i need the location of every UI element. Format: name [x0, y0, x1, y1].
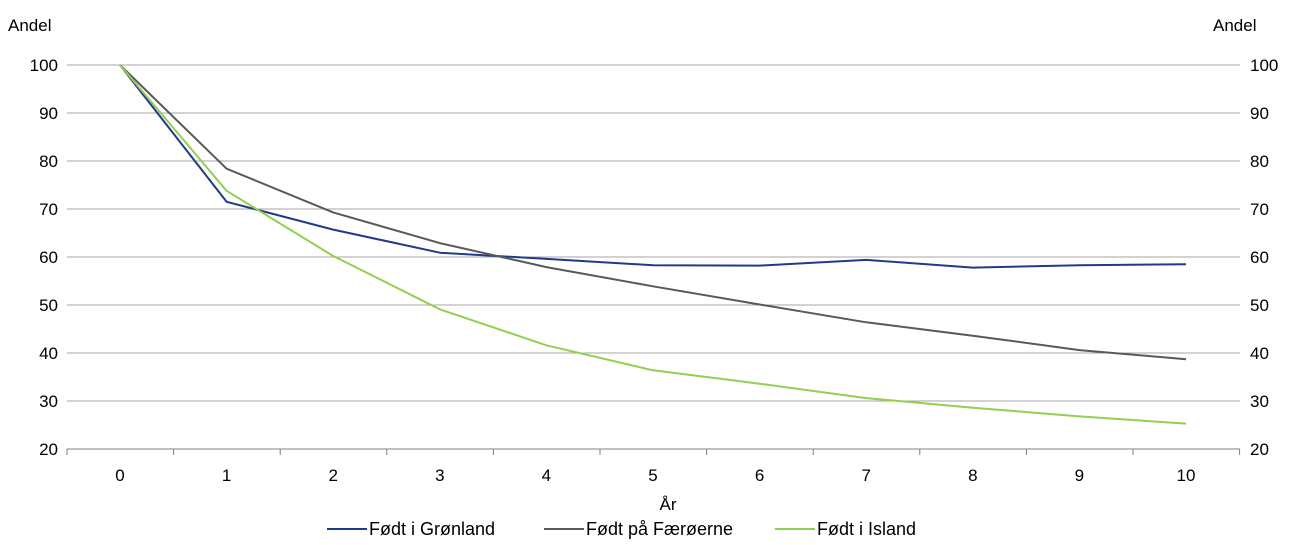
x-tick-label-7: 7: [861, 466, 870, 485]
legend-label-2: Født i Island: [817, 519, 916, 539]
legend: Født i Grønland Født på Færøerne Født i Is…: [327, 519, 916, 539]
x-tick-label-1: 1: [222, 466, 231, 485]
y-tick-label-right-40: 40: [1250, 344, 1269, 363]
y-tick-label-right-20: 20: [1250, 440, 1269, 459]
y-axis-title-right: Andel: [1213, 16, 1256, 35]
y-tick-label-right-90: 90: [1250, 104, 1269, 123]
legend-item-2: Født i Island: [775, 519, 916, 539]
series-line-0: [119, 64, 1187, 269]
y-tick-label-left-40: 40: [39, 344, 58, 363]
x-tick-label-8: 8: [968, 466, 977, 485]
x-tick-label-6: 6: [755, 466, 764, 485]
y-tick-label-right-60: 60: [1250, 248, 1269, 267]
y-tick-label-left-80: 80: [39, 152, 58, 171]
series-line-2: [119, 64, 1187, 425]
x-tick-label-0: 0: [115, 466, 124, 485]
gridlines: [67, 64, 1240, 402]
series-lines: [119, 64, 1187, 425]
y-tick-label-right-50: 50: [1250, 296, 1269, 315]
y-tick-label-left-90: 90: [39, 104, 58, 123]
legend-item-0: Født i Grønland: [327, 519, 495, 539]
x-tick-label-5: 5: [648, 466, 657, 485]
legend-label-1: Født på Færøerne: [586, 519, 733, 539]
x-tick-label-4: 4: [542, 466, 551, 485]
y-tick-label-left-70: 70: [39, 200, 58, 219]
x-axis-title: År: [660, 495, 677, 514]
y-tick-label-right-30: 30: [1250, 392, 1269, 411]
x-tick-label-10: 10: [1177, 466, 1196, 485]
axes: 20 20 30 30 40 40 50 50 60 60 70 70 80 80 90 90 100 100 0 1…: [30, 56, 1279, 485]
y-tick-label-right-70: 70: [1250, 200, 1269, 219]
y-axis-title-left: Andel: [8, 16, 51, 35]
x-tick-label-3: 3: [435, 466, 444, 485]
y-tick-label-left-50: 50: [39, 296, 58, 315]
x-tick-label-9: 9: [1075, 466, 1084, 485]
y-tick-label-left-20: 20: [39, 440, 58, 459]
y-tick-label-left-30: 30: [39, 392, 58, 411]
series-line-1: [119, 64, 1187, 361]
y-tick-label-right-80: 80: [1250, 152, 1269, 171]
legend-item-1: Født på Færøerne: [544, 519, 733, 539]
y-tick-label-left-100: 100: [30, 56, 58, 75]
y-tick-label-left-60: 60: [39, 248, 58, 267]
y-tick-label-right-100: 100: [1250, 56, 1278, 75]
x-tick-label-2: 2: [328, 466, 337, 485]
legend-label-0: Født i Grønland: [369, 519, 495, 539]
